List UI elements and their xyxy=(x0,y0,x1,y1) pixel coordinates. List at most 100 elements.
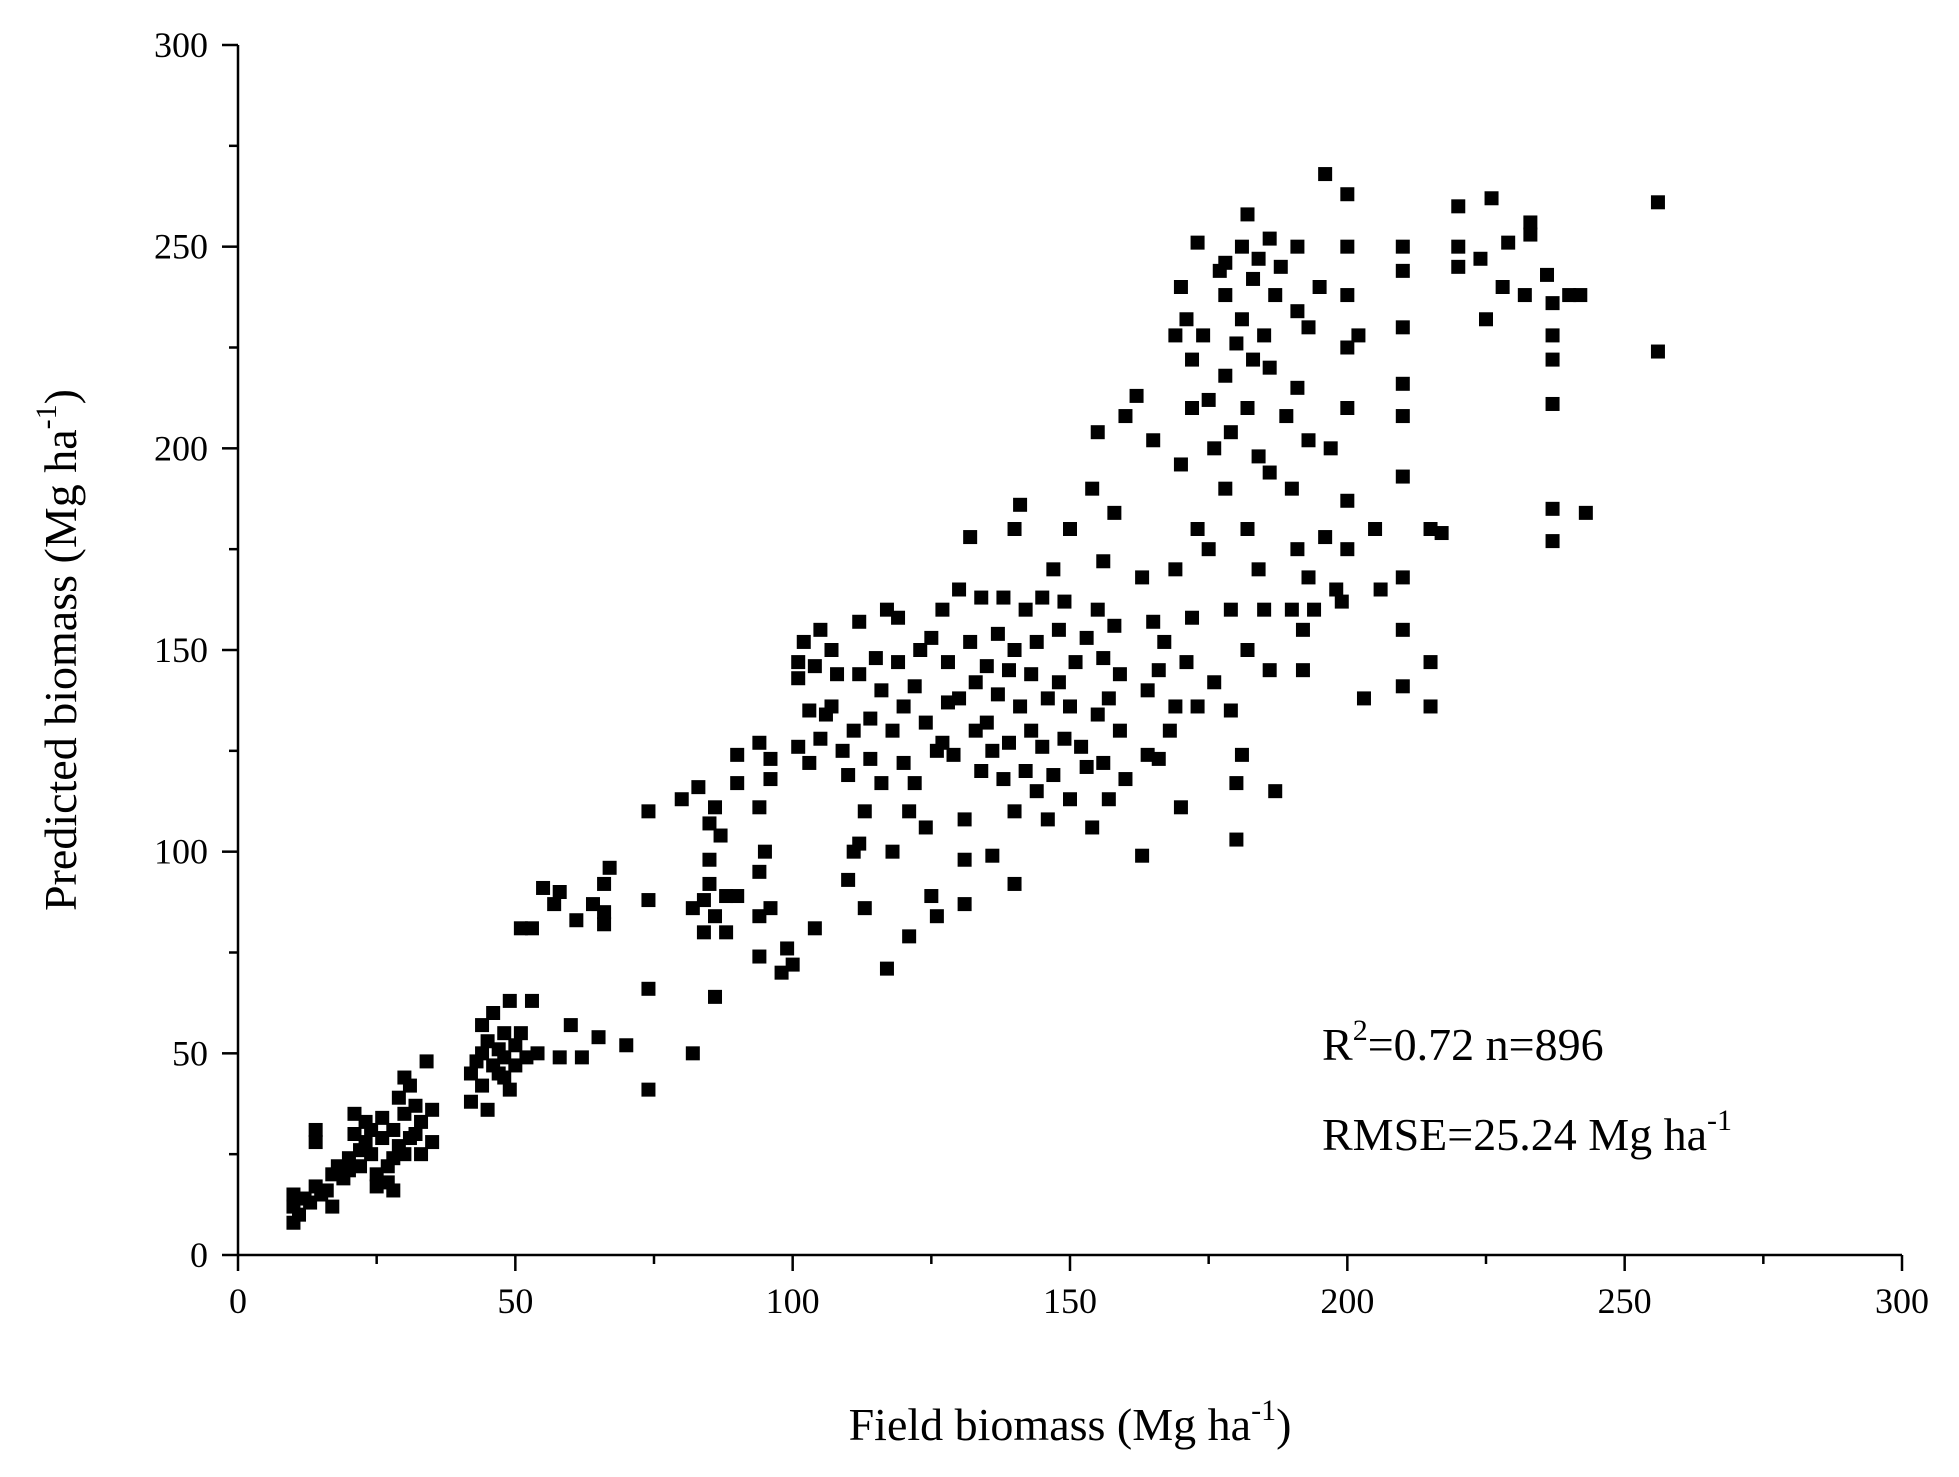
data-point xyxy=(369,1167,384,1182)
data-point xyxy=(1356,691,1371,706)
data-point xyxy=(1223,602,1238,617)
data-point xyxy=(1290,542,1305,557)
data-point xyxy=(1013,699,1028,714)
data-point xyxy=(702,852,717,867)
y-axis-title-end: ) xyxy=(35,389,86,404)
data-point xyxy=(1290,239,1305,254)
data-point xyxy=(536,880,551,895)
data-point xyxy=(1451,259,1466,274)
data-point xyxy=(1107,618,1122,633)
data-point xyxy=(1051,675,1066,690)
data-point xyxy=(891,610,906,625)
data-point xyxy=(1074,739,1089,754)
data-point xyxy=(1090,425,1105,440)
data-point xyxy=(1063,792,1077,807)
data-point xyxy=(902,804,917,819)
data-point xyxy=(347,1127,362,1141)
data-point xyxy=(1251,562,1266,577)
data-point xyxy=(497,1026,512,1041)
data-point xyxy=(1201,542,1216,557)
data-point xyxy=(1495,280,1510,294)
data-point xyxy=(1085,820,1100,835)
data-point xyxy=(813,622,828,637)
data-point xyxy=(802,755,817,770)
data-point xyxy=(1079,759,1094,774)
data-point xyxy=(1284,481,1299,496)
data-point xyxy=(585,897,600,912)
data-point xyxy=(1307,602,1322,617)
y-tick-label: 200 xyxy=(154,428,208,468)
data-point xyxy=(1523,215,1538,230)
data-point xyxy=(1168,699,1183,714)
data-point xyxy=(1229,832,1244,847)
data-point xyxy=(1173,800,1188,815)
data-point xyxy=(386,1122,401,1137)
data-point xyxy=(1135,848,1150,863)
data-point xyxy=(414,1147,429,1162)
data-point xyxy=(879,961,894,976)
data-point xyxy=(1223,703,1238,718)
data-point xyxy=(846,723,861,738)
data-point xyxy=(408,1127,423,1141)
data-point xyxy=(696,893,711,908)
data-point xyxy=(1040,812,1055,827)
data-point xyxy=(641,804,656,819)
data-point xyxy=(1040,691,1055,706)
data-point xyxy=(791,671,806,686)
y-tick-label: 50 xyxy=(172,1033,208,1073)
data-point xyxy=(1218,255,1233,270)
data-point xyxy=(929,909,944,924)
data-point xyxy=(1057,731,1072,746)
data-point xyxy=(1118,409,1133,424)
data-point xyxy=(1024,723,1039,738)
data-point xyxy=(1251,251,1266,266)
data-point xyxy=(1129,388,1144,403)
data-point xyxy=(463,1094,478,1109)
data-point xyxy=(1118,772,1133,787)
rmse-annotation: RMSE=25.24 Mg ha-1 xyxy=(1322,1104,1732,1160)
data-point xyxy=(996,772,1011,787)
data-point xyxy=(1395,570,1410,585)
data-point xyxy=(974,764,989,778)
data-point xyxy=(1340,493,1355,508)
data-point xyxy=(1185,610,1200,625)
data-point xyxy=(990,687,1005,702)
data-point xyxy=(813,731,828,746)
data-point xyxy=(1545,501,1560,516)
data-point xyxy=(597,876,612,891)
data-point xyxy=(730,747,745,762)
data-point xyxy=(1340,187,1355,202)
data-point xyxy=(1179,312,1194,327)
data-point xyxy=(1318,167,1333,182)
data-point xyxy=(1018,764,1033,778)
data-point xyxy=(1262,360,1277,375)
data-point xyxy=(1135,570,1150,585)
data-point xyxy=(519,1050,534,1065)
data-point xyxy=(1395,622,1410,637)
data-point xyxy=(397,1106,412,1121)
data-point xyxy=(1090,602,1105,617)
data-point xyxy=(1395,469,1410,484)
data-point xyxy=(1545,396,1560,411)
data-point xyxy=(791,739,806,754)
data-point xyxy=(1523,227,1538,242)
data-point xyxy=(830,667,845,682)
data-point xyxy=(1545,328,1560,343)
data-point xyxy=(968,675,983,690)
data-point xyxy=(1273,259,1288,274)
data-point xyxy=(952,582,967,597)
data-point xyxy=(1185,352,1200,367)
data-point xyxy=(308,1135,323,1150)
data-point xyxy=(935,602,950,617)
data-point xyxy=(1007,804,1022,819)
data-point xyxy=(896,699,911,714)
data-point xyxy=(1423,655,1438,670)
data-point xyxy=(879,602,894,617)
data-point xyxy=(985,848,1000,863)
data-point xyxy=(524,993,539,1008)
data-point xyxy=(1395,320,1410,335)
data-point xyxy=(691,780,706,795)
data-point xyxy=(1473,251,1488,266)
data-point xyxy=(752,909,767,924)
data-point xyxy=(763,901,778,916)
